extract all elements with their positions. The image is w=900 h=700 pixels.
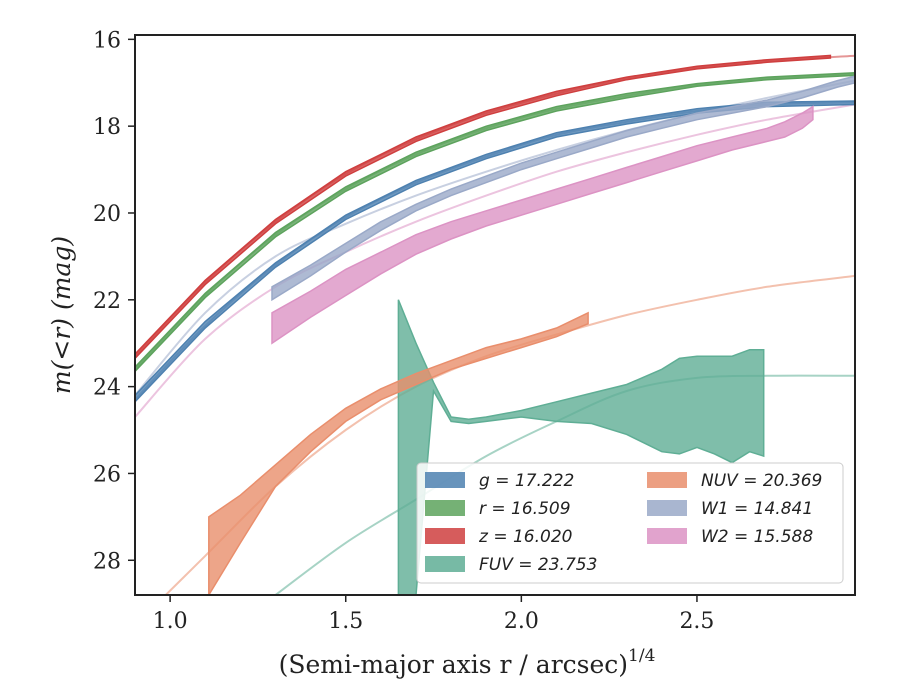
model-curve-z [135,54,855,357]
y-tick-label: 24 [93,376,121,401]
y-tick-label: 18 [93,115,121,140]
y-tick-label: 16 [93,28,121,53]
legend-box [416,462,844,584]
legend-label-nuv: NUV = 20.369 [701,471,822,491]
legend-swatch-w1 [647,500,687,516]
x-axis-label-text: (Semi-major axis r / arcsec) [279,650,628,679]
band-fuv [397,299,765,595]
legend-label-z: z = 16.020 [478,527,572,547]
plot-frame [134,34,856,596]
measured-bands [135,54,855,595]
y-tick-label: 22 [93,289,121,314]
legend-label-r: r = 16.509 [479,499,571,519]
y-axis-label: m(<r) (mag) [47,236,76,394]
model-curve-w2 [135,103,855,418]
legend-swatch-nuv [647,472,687,488]
x-tick-label: 1.0 [153,609,188,634]
legend-swatch-g [425,472,465,488]
legend: g = 17.222 r = 16.509 z = 16.020 FUV = 23.7… [416,462,844,584]
x-tick-label: 1.5 [328,609,363,634]
y-tick-label: 28 [93,549,121,574]
y-tick-label: 20 [93,202,121,227]
x-axis-label: (Semi-major axis r / arcsec)1/4 [279,646,656,679]
legend-label-fuv: FUV = 23.753 [479,555,597,575]
x-ticks: 1.0 1.5 2.0 2.5 [153,595,714,634]
band-g [135,100,855,403]
legend-swatch-fuv [425,556,465,572]
legend-label-w2: W2 = 15.588 [701,527,813,547]
band-nuv [208,311,589,595]
band-w1 [271,75,855,302]
legend-swatch-r [425,500,465,516]
x-tick-label: 2.0 [504,609,539,634]
legend-swatch-z [425,528,465,544]
x-axis-label-exponent: 1/4 [628,646,655,666]
legend-swatch-w2 [647,528,687,544]
band-z [135,54,832,360]
legend-label-g: g = 17.222 [479,471,574,491]
x-tick-label: 2.5 [679,609,714,634]
band-w2 [271,105,814,345]
legend-label-w1: W1 = 14.841 [701,499,813,519]
y-ticks: 16 18 20 22 24 26 28 [93,28,135,574]
y-tick-label: 26 [93,462,121,487]
band-r [135,72,855,373]
